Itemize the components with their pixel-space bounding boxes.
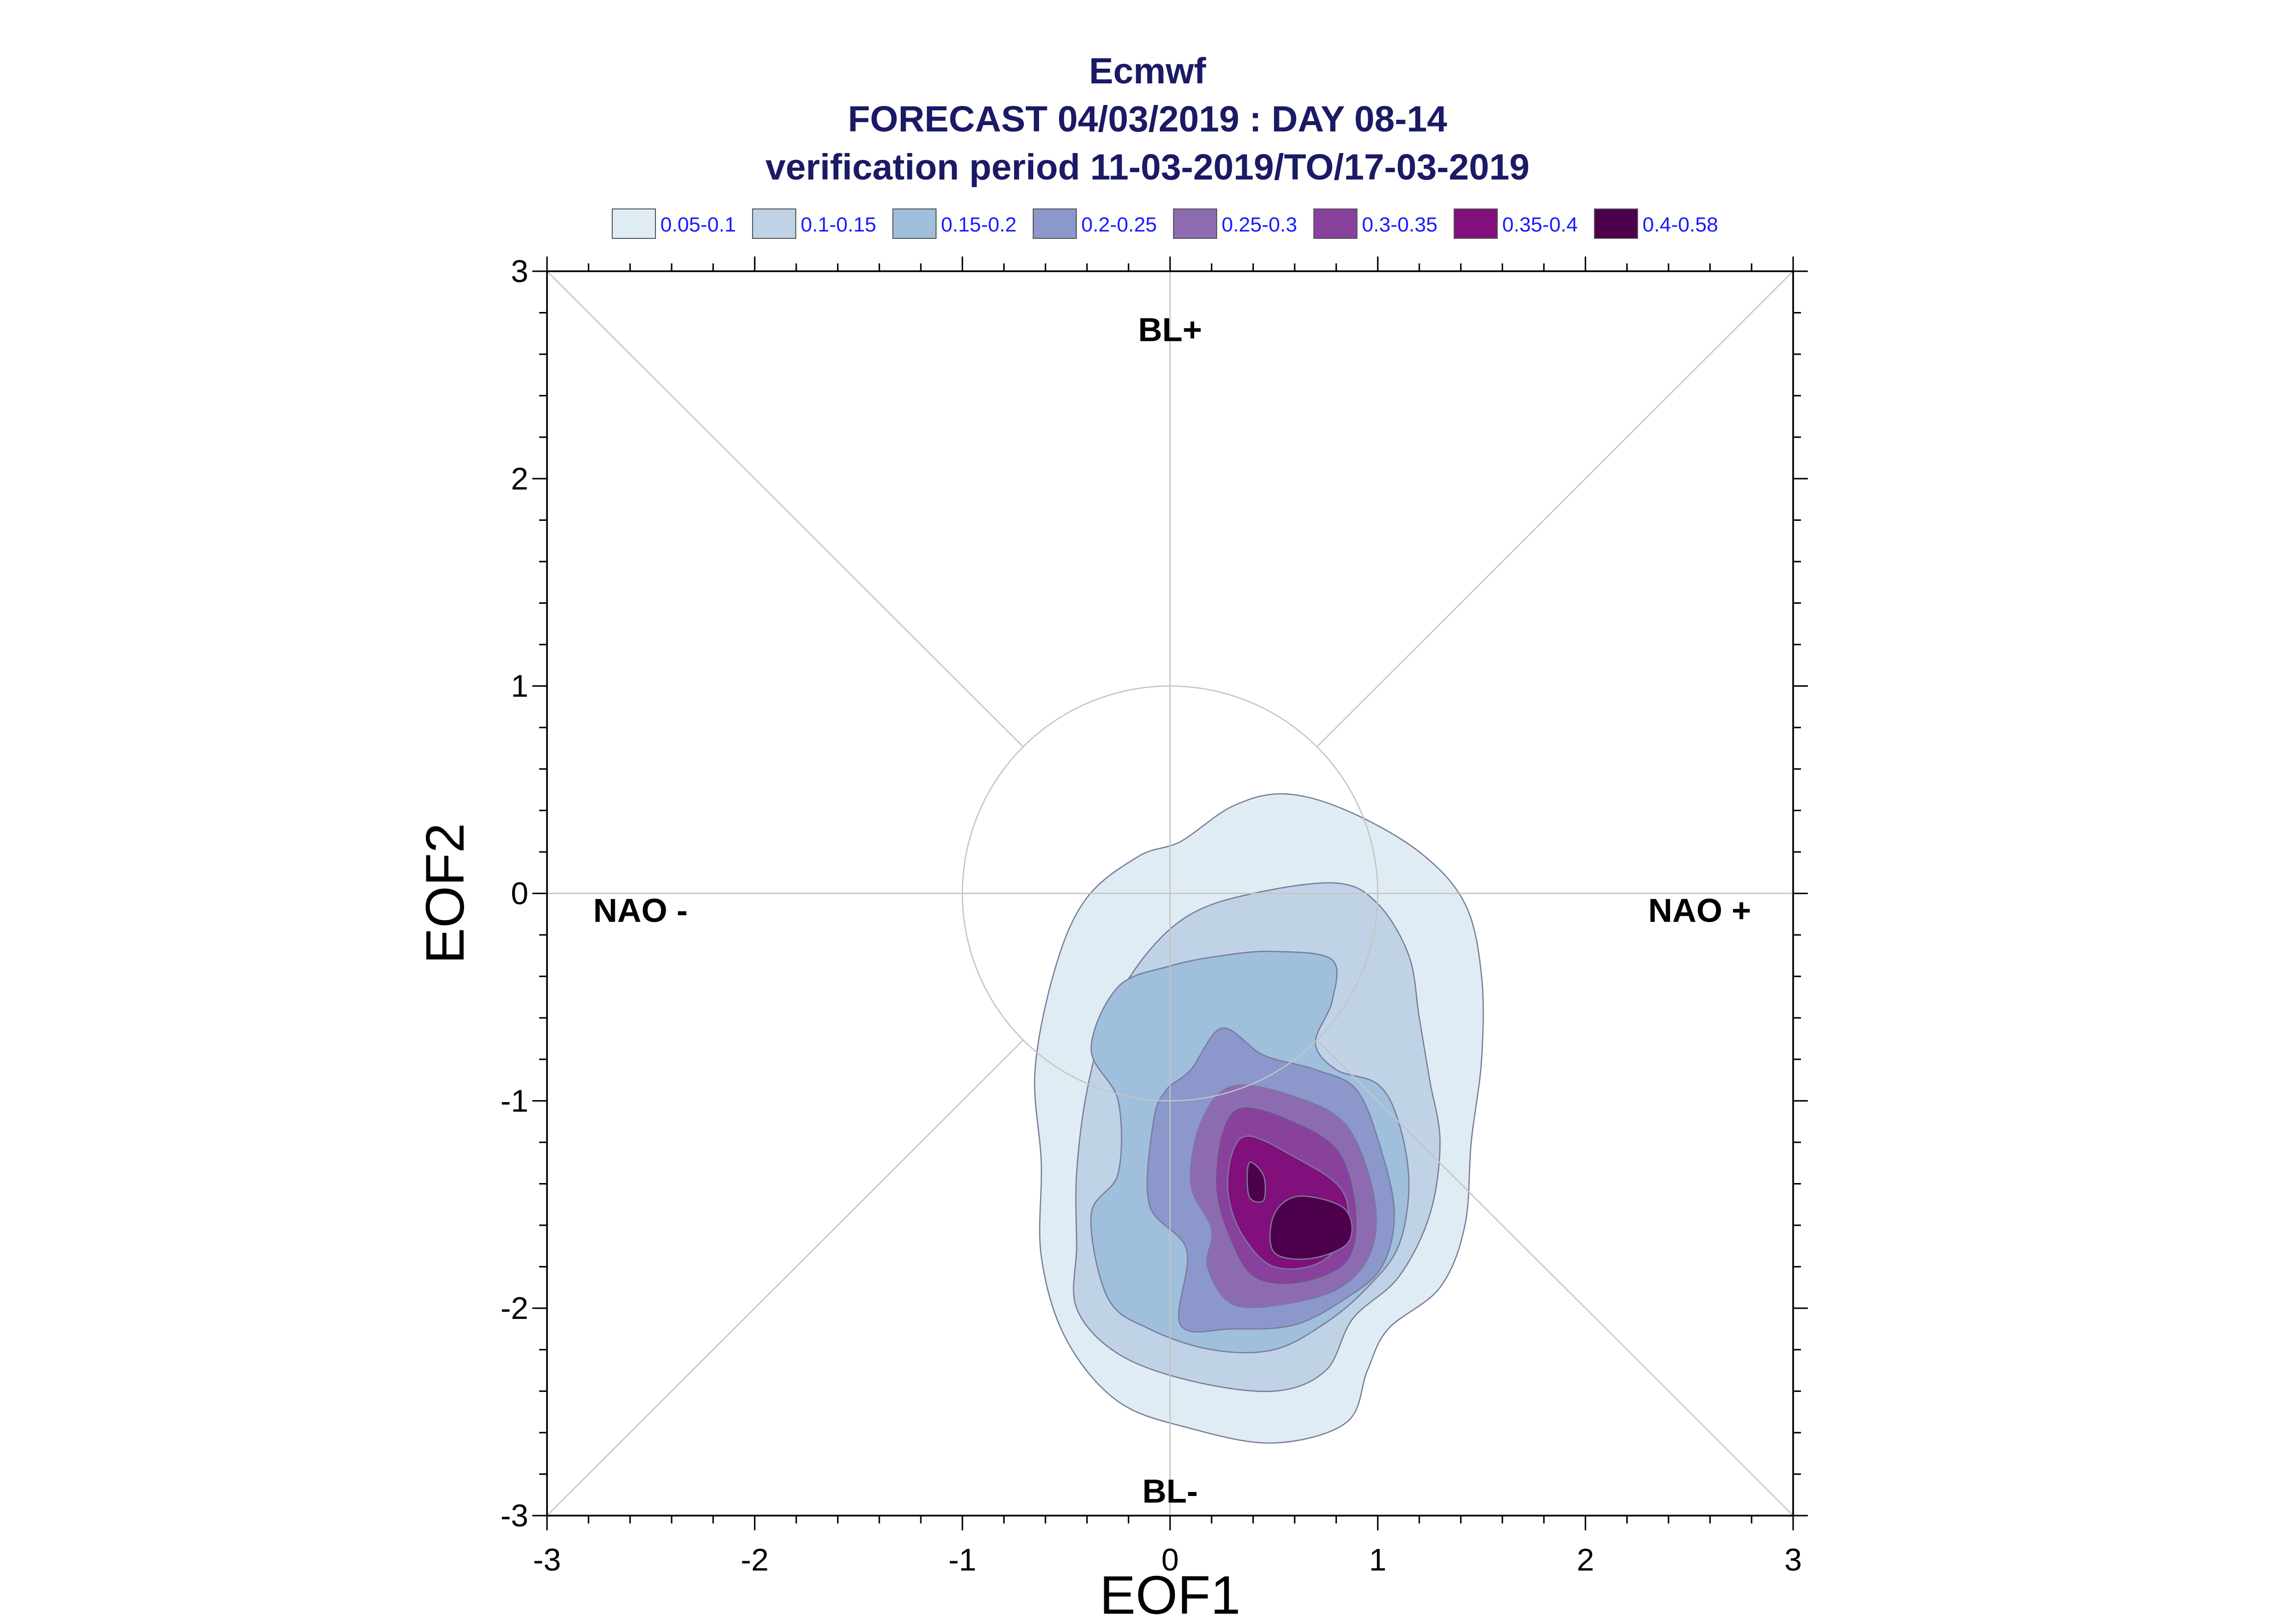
y-tick-label-3: 3: [511, 254, 528, 289]
legend-swatch-7: [1594, 208, 1638, 239]
regime-label-3: NAO +: [1648, 892, 1751, 929]
regime-label-0: BL+: [1138, 311, 1202, 348]
title-line-0: Ecmwf: [1089, 51, 1206, 91]
guide-lines: [547, 271, 1794, 1516]
regime-label-2: NAO -: [593, 892, 688, 929]
y-tick-label-1: 1: [511, 669, 528, 704]
density-contours: [1034, 793, 1484, 1444]
x-tick-label-2: 2: [1577, 1542, 1594, 1577]
legend-label-2: 0.15-0.2: [941, 213, 1017, 236]
chart-title: Ecmwf FORECAST 04/03/2019 : DAY 08-14 veri…: [765, 51, 1530, 187]
legend-swatch-2: [892, 208, 937, 239]
contour-0.4-0.58-8: [1246, 1161, 1266, 1203]
diagonal-line-2: [1316, 1039, 1794, 1516]
regime-label-1: BL-: [1142, 1472, 1198, 1510]
title-line-1: FORECAST 04/03/2019 : DAY 08-14: [848, 99, 1447, 139]
x-tick-label-0: 0: [1161, 1542, 1179, 1577]
diagonal-line-0: [1316, 271, 1794, 748]
x-tick-label--2: -2: [741, 1542, 769, 1577]
x-tick-label--3: -3: [533, 1542, 561, 1577]
x-tick-label--1: -1: [948, 1542, 976, 1577]
legend-label-1: 0.1-0.15: [801, 213, 876, 236]
legend-label-7: 0.4-0.58: [1643, 213, 1718, 236]
x-tick-label-1: 1: [1369, 1542, 1387, 1577]
x-axis-title: EOF1: [1099, 1565, 1240, 1624]
legend-label-5: 0.3-0.35: [1362, 213, 1437, 236]
legend-label-4: 0.25-0.3: [1222, 213, 1297, 236]
y-tick-label--3: -3: [500, 1498, 528, 1533]
legend-swatch-0: [612, 208, 656, 239]
diagonal-line-3: [547, 1039, 1024, 1516]
legend-swatch-1: [752, 208, 796, 239]
y-axis-title: EOF2: [415, 823, 475, 964]
legend-label-6: 0.35-0.4: [1502, 213, 1578, 236]
x-tick-label-3: 3: [1784, 1542, 1802, 1577]
y-tick-label--1: -1: [500, 1083, 528, 1118]
regime-labels: BL+ BL- NAO - NAO +: [593, 311, 1751, 1510]
legend-label-3: 0.2-0.25: [1081, 213, 1157, 236]
legend-swatch-3: [1033, 208, 1077, 239]
diagonal-line-1: [547, 271, 1024, 748]
legend-label-0: 0.05-0.1: [660, 213, 736, 236]
y-tick-label--2: -2: [500, 1290, 528, 1326]
reference-circle: [962, 685, 1379, 1102]
legend: 0.05-0.1 0.1-0.15 0.15-0.2 0.2-0.25 0.25-0.3…: [612, 208, 1718, 239]
legend-swatch-6: [1454, 208, 1498, 239]
axes: -3 -2 -1 0 1 2 3 -3 -2 -1 0 1 2 3 EOF1 EOF2: [415, 254, 1808, 1624]
title-line-2: verification period 11-03-2019/TO/17-03-…: [765, 147, 1530, 187]
legend-swatch-5: [1313, 208, 1357, 239]
y-tick-label-2: 2: [511, 461, 528, 496]
contour-0.4-0.58-7: [1269, 1195, 1353, 1260]
legend-swatch-4: [1173, 208, 1217, 239]
y-tick-label-0: 0: [511, 876, 528, 911]
